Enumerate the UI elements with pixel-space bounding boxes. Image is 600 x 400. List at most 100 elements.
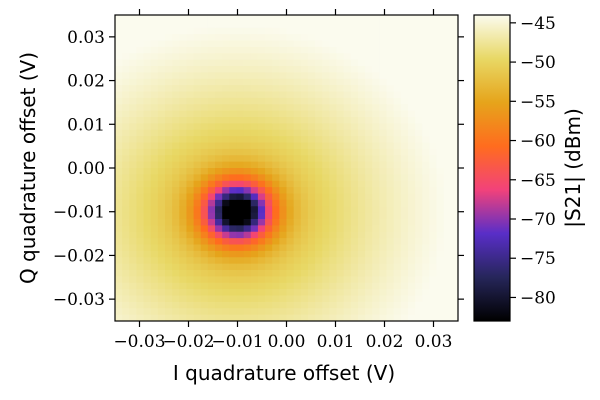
heatmap-cell: [186, 78, 195, 86]
heatmap-cell: [372, 21, 380, 29]
heatmap-cell: [436, 148, 445, 156]
heatmap-cell: [272, 104, 280, 112]
heatmap-cell: [393, 199, 402, 207]
heatmap-cell: [407, 129, 416, 137]
heatmap-cell: [422, 308, 431, 316]
heatmap-cell: [150, 59, 159, 67]
heatmap-cell: [393, 66, 402, 73]
heatmap-cell: [236, 72, 245, 80]
heatmap-cell: [350, 27, 359, 35]
heatmap-cell: [329, 301, 338, 309]
heatmap-cell: [129, 142, 138, 150]
heatmap-cell: [236, 187, 245, 195]
heatmap-cell: [365, 282, 373, 290]
heatmap-cell: [393, 295, 402, 303]
heatmap-cell: [222, 193, 230, 201]
heatmap-cell: [300, 244, 309, 252]
heatmap-cell: [257, 244, 266, 252]
heatmap-cell: [307, 250, 316, 258]
heatmap-cell: [207, 231, 216, 239]
heatmap-cell: [443, 308, 452, 316]
heatmap-cell: [229, 250, 238, 258]
heatmap-cell: [429, 238, 438, 246]
heatmap-cell: [415, 295, 423, 303]
heatmap-cell: [229, 123, 238, 131]
heatmap-cell: [350, 282, 359, 290]
heatmap-cell: [372, 97, 380, 105]
heatmap-cell: [165, 308, 173, 316]
heatmap-cell: [243, 53, 252, 61]
heatmap-cell: [272, 40, 280, 48]
heatmap-cell: [315, 187, 323, 195]
heatmap-cell: [436, 110, 445, 118]
heatmap-cell: [307, 104, 316, 112]
heatmap-cell: [115, 282, 123, 290]
heatmap-cell: [236, 238, 245, 246]
heatmap-cell: [165, 168, 173, 175]
heatmap-cell: [329, 104, 338, 112]
heatmap-cell: [436, 97, 445, 105]
heatmap-cell: [343, 142, 352, 150]
heatmap-cell: [450, 46, 458, 54]
heatmap-cell: [150, 123, 159, 131]
heatmap-cell: [372, 72, 380, 80]
heatmap-cell: [365, 289, 373, 297]
heatmap-cell: [300, 257, 309, 265]
heatmap-cell: [300, 15, 309, 22]
heatmap-cell: [286, 123, 295, 131]
heatmap-cell: [136, 34, 145, 42]
heatmap-cell: [422, 78, 431, 86]
heatmap-cell: [415, 199, 423, 207]
heatmap-cell: [172, 85, 180, 93]
heatmap-cell: [236, 123, 245, 131]
heatmap-cell: [215, 308, 223, 316]
heatmap-cell: [400, 46, 409, 54]
heatmap-cell: [186, 295, 195, 303]
heatmap-cell: [393, 212, 402, 220]
heatmap-cell: [250, 148, 259, 156]
heatmap-cell: [129, 148, 138, 156]
heatmap-cell: [279, 263, 288, 271]
heatmap-cell: [165, 174, 173, 182]
heatmap-cell: [200, 257, 209, 265]
heatmap-cell: [143, 136, 152, 144]
heatmap-cell: [386, 193, 395, 201]
heatmap-cell: [272, 46, 280, 54]
heatmap-cell: [243, 46, 252, 54]
heatmap-cell: [157, 168, 166, 175]
heatmap-cell: [336, 110, 345, 118]
heatmap-cell: [450, 15, 458, 22]
heatmap-cell: [443, 238, 452, 246]
heatmap-cell: [300, 219, 309, 226]
heatmap-cell: [343, 85, 352, 93]
heatmap-cell: [186, 142, 195, 150]
heatmap-cell: [243, 250, 252, 258]
heatmap-cell: [193, 148, 202, 156]
heatmap-cell: [322, 148, 330, 156]
heatmap-cell: [243, 225, 252, 233]
heatmap-cell: [157, 295, 166, 303]
heatmap-cell: [122, 212, 130, 220]
heatmap-cell: [407, 142, 416, 150]
heatmap-cell: [115, 21, 123, 29]
heatmap-cell: [157, 257, 166, 265]
heatmap-cell: [307, 301, 316, 309]
heatmap-cell: [329, 193, 338, 201]
heatmap-cell: [307, 219, 316, 226]
heatmap-cell: [186, 212, 195, 220]
heatmap-cell: [407, 314, 416, 321]
heatmap-cell: [250, 110, 259, 118]
heatmap-cell: [272, 142, 280, 150]
heatmap-cell: [279, 148, 288, 156]
heatmap-cell: [322, 308, 330, 316]
heatmap-cell: [279, 104, 288, 112]
heatmap-cell: [207, 34, 216, 42]
heatmap-cell: [200, 212, 209, 220]
heatmap-cell: [372, 231, 380, 239]
heatmap-cell: [300, 225, 309, 233]
heatmap-cell: [165, 110, 173, 118]
heatmap-cell: [357, 142, 366, 150]
heatmap-cell: [436, 282, 445, 290]
heatmap-cell: [157, 231, 166, 239]
heatmap-cell: [222, 314, 230, 321]
